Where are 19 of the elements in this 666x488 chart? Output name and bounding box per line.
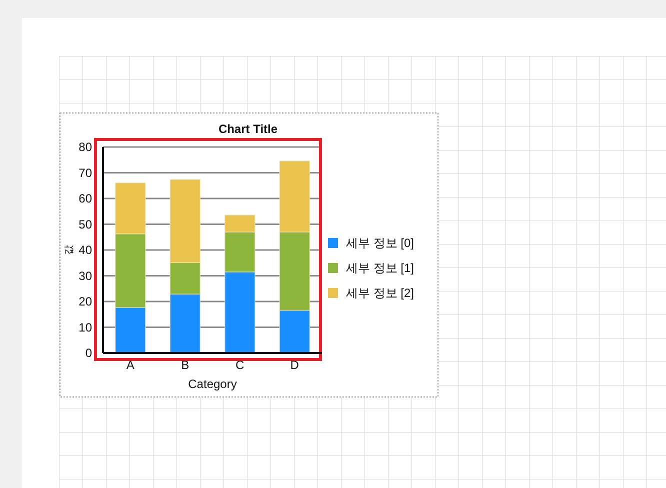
- x-tick-label: B: [181, 358, 190, 372]
- legend-label: 세부 정보 [0]: [346, 236, 414, 250]
- x-axis-title: Category: [188, 377, 237, 391]
- y-tick-label: 0: [85, 346, 92, 360]
- y-tick-label: 20: [78, 294, 92, 309]
- legend-label: 세부 정보 [2]: [346, 286, 414, 300]
- y-tick-label: 80: [78, 140, 92, 154]
- x-tick-label: C: [236, 358, 245, 372]
- y-tick-label: 40: [78, 243, 92, 258]
- chart-title: Chart Title: [218, 122, 278, 136]
- y-tick-label: 70: [78, 166, 92, 180]
- y-tick-label: 50: [78, 217, 92, 232]
- y-tick-label: 10: [78, 320, 92, 334]
- y-tick-label: 60: [78, 192, 92, 206]
- y-tick-label: 30: [78, 268, 92, 283]
- y-axis-title: 값: [64, 245, 75, 255]
- x-tick-label: A: [126, 358, 134, 372]
- x-tick-label: D: [290, 358, 300, 372]
- legend-label: 세부 정보 [1]: [346, 261, 414, 276]
